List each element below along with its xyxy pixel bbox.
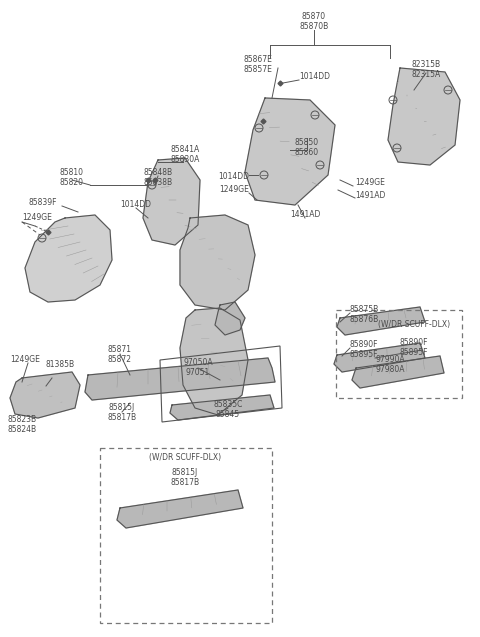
Polygon shape xyxy=(85,358,275,400)
Polygon shape xyxy=(180,308,248,415)
Text: 81385B: 81385B xyxy=(46,360,74,369)
Polygon shape xyxy=(245,98,335,205)
Text: 85871
85872: 85871 85872 xyxy=(108,345,132,364)
Text: 85841A
85830A: 85841A 85830A xyxy=(170,145,200,164)
Text: 97050A
97051: 97050A 97051 xyxy=(183,358,213,377)
Text: 85870
85870B: 85870 85870B xyxy=(300,12,329,31)
Text: 85815J
85817B: 85815J 85817B xyxy=(108,403,137,422)
Polygon shape xyxy=(337,307,425,335)
Polygon shape xyxy=(334,343,425,372)
Polygon shape xyxy=(180,215,255,310)
Bar xyxy=(336,310,462,398)
Text: 85890F
85895F: 85890F 85895F xyxy=(350,340,379,359)
Text: 1014DD: 1014DD xyxy=(218,172,249,181)
Text: 85815J
85817B: 85815J 85817B xyxy=(170,468,200,487)
Text: 85835C
85845: 85835C 85845 xyxy=(213,400,243,419)
Text: 1249GE: 1249GE xyxy=(22,213,52,222)
Polygon shape xyxy=(388,68,460,165)
Polygon shape xyxy=(352,356,444,388)
Text: 82315B
82315A: 82315B 82315A xyxy=(411,60,441,80)
Text: 85823B
85824B: 85823B 85824B xyxy=(7,415,36,434)
Text: 85867E
85857E: 85867E 85857E xyxy=(243,55,273,75)
Bar xyxy=(100,448,272,623)
Polygon shape xyxy=(215,302,245,335)
Polygon shape xyxy=(170,395,274,420)
Text: 85850
85860: 85850 85860 xyxy=(295,138,319,157)
Polygon shape xyxy=(117,490,243,528)
Text: 1249GE: 1249GE xyxy=(10,355,40,364)
Polygon shape xyxy=(25,215,112,302)
Polygon shape xyxy=(10,372,80,418)
Text: 85875B
85876B: 85875B 85876B xyxy=(350,305,379,324)
Text: 85848B
85838B: 85848B 85838B xyxy=(144,168,173,187)
Text: 1014DD: 1014DD xyxy=(120,200,152,209)
Polygon shape xyxy=(143,158,200,245)
Text: 85810
85820: 85810 85820 xyxy=(60,168,84,187)
Text: 1491AD: 1491AD xyxy=(290,210,320,219)
Text: 85890F
85895F: 85890F 85895F xyxy=(400,338,428,357)
Text: 1491AD: 1491AD xyxy=(355,191,385,200)
Text: 85839F: 85839F xyxy=(29,198,57,207)
Text: 1014DD: 1014DD xyxy=(299,72,330,81)
Text: 1249GE: 1249GE xyxy=(219,185,249,194)
Text: 97990A
97980A: 97990A 97980A xyxy=(375,355,405,375)
Text: 1249GE: 1249GE xyxy=(355,178,385,187)
Text: (W/DR SCUFF-DLX): (W/DR SCUFF-DLX) xyxy=(149,453,221,462)
Text: (W/DR SCUFF-DLX): (W/DR SCUFF-DLX) xyxy=(378,320,450,329)
